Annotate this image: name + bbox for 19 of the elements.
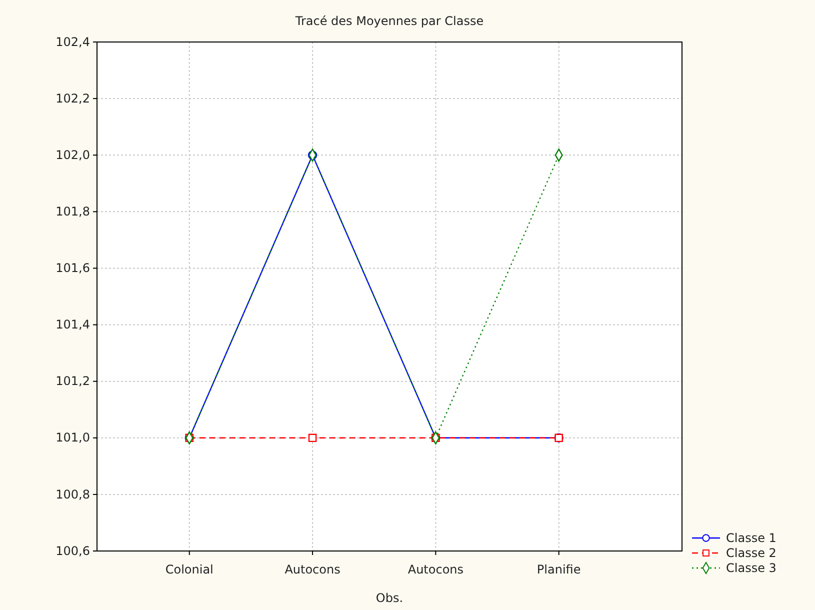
y-tick-label: 100,8 — [56, 487, 90, 502]
y-tick-label: 101,0 — [56, 430, 90, 445]
y-tick-label: 101,6 — [56, 261, 90, 276]
x-tick-label: Colonial — [165, 562, 214, 577]
y-tick-label: 101,2 — [56, 374, 90, 388]
legend-label: Classe 2 — [726, 546, 776, 560]
y-tick-label: 101,4 — [56, 318, 90, 332]
y-tick-label: 100,6 — [56, 544, 90, 558]
y-tick-label: 102,0 — [56, 148, 90, 162]
x-axis-title: Obs. — [376, 591, 404, 605]
y-tick-label: 102,4 — [56, 34, 90, 49]
x-tick-label: Autocons — [408, 562, 464, 577]
legend-label: Classe 3 — [726, 561, 776, 575]
legend-label: Classe 1 — [726, 531, 776, 545]
y-tick-label: 102,2 — [56, 91, 90, 106]
chart-title: Tracé des Moyennes par Classe — [294, 14, 484, 28]
y-tick-label: 101,8 — [56, 204, 90, 219]
x-tick-label: Autocons — [284, 562, 340, 577]
x-tick-label: Planifie — [536, 562, 581, 577]
